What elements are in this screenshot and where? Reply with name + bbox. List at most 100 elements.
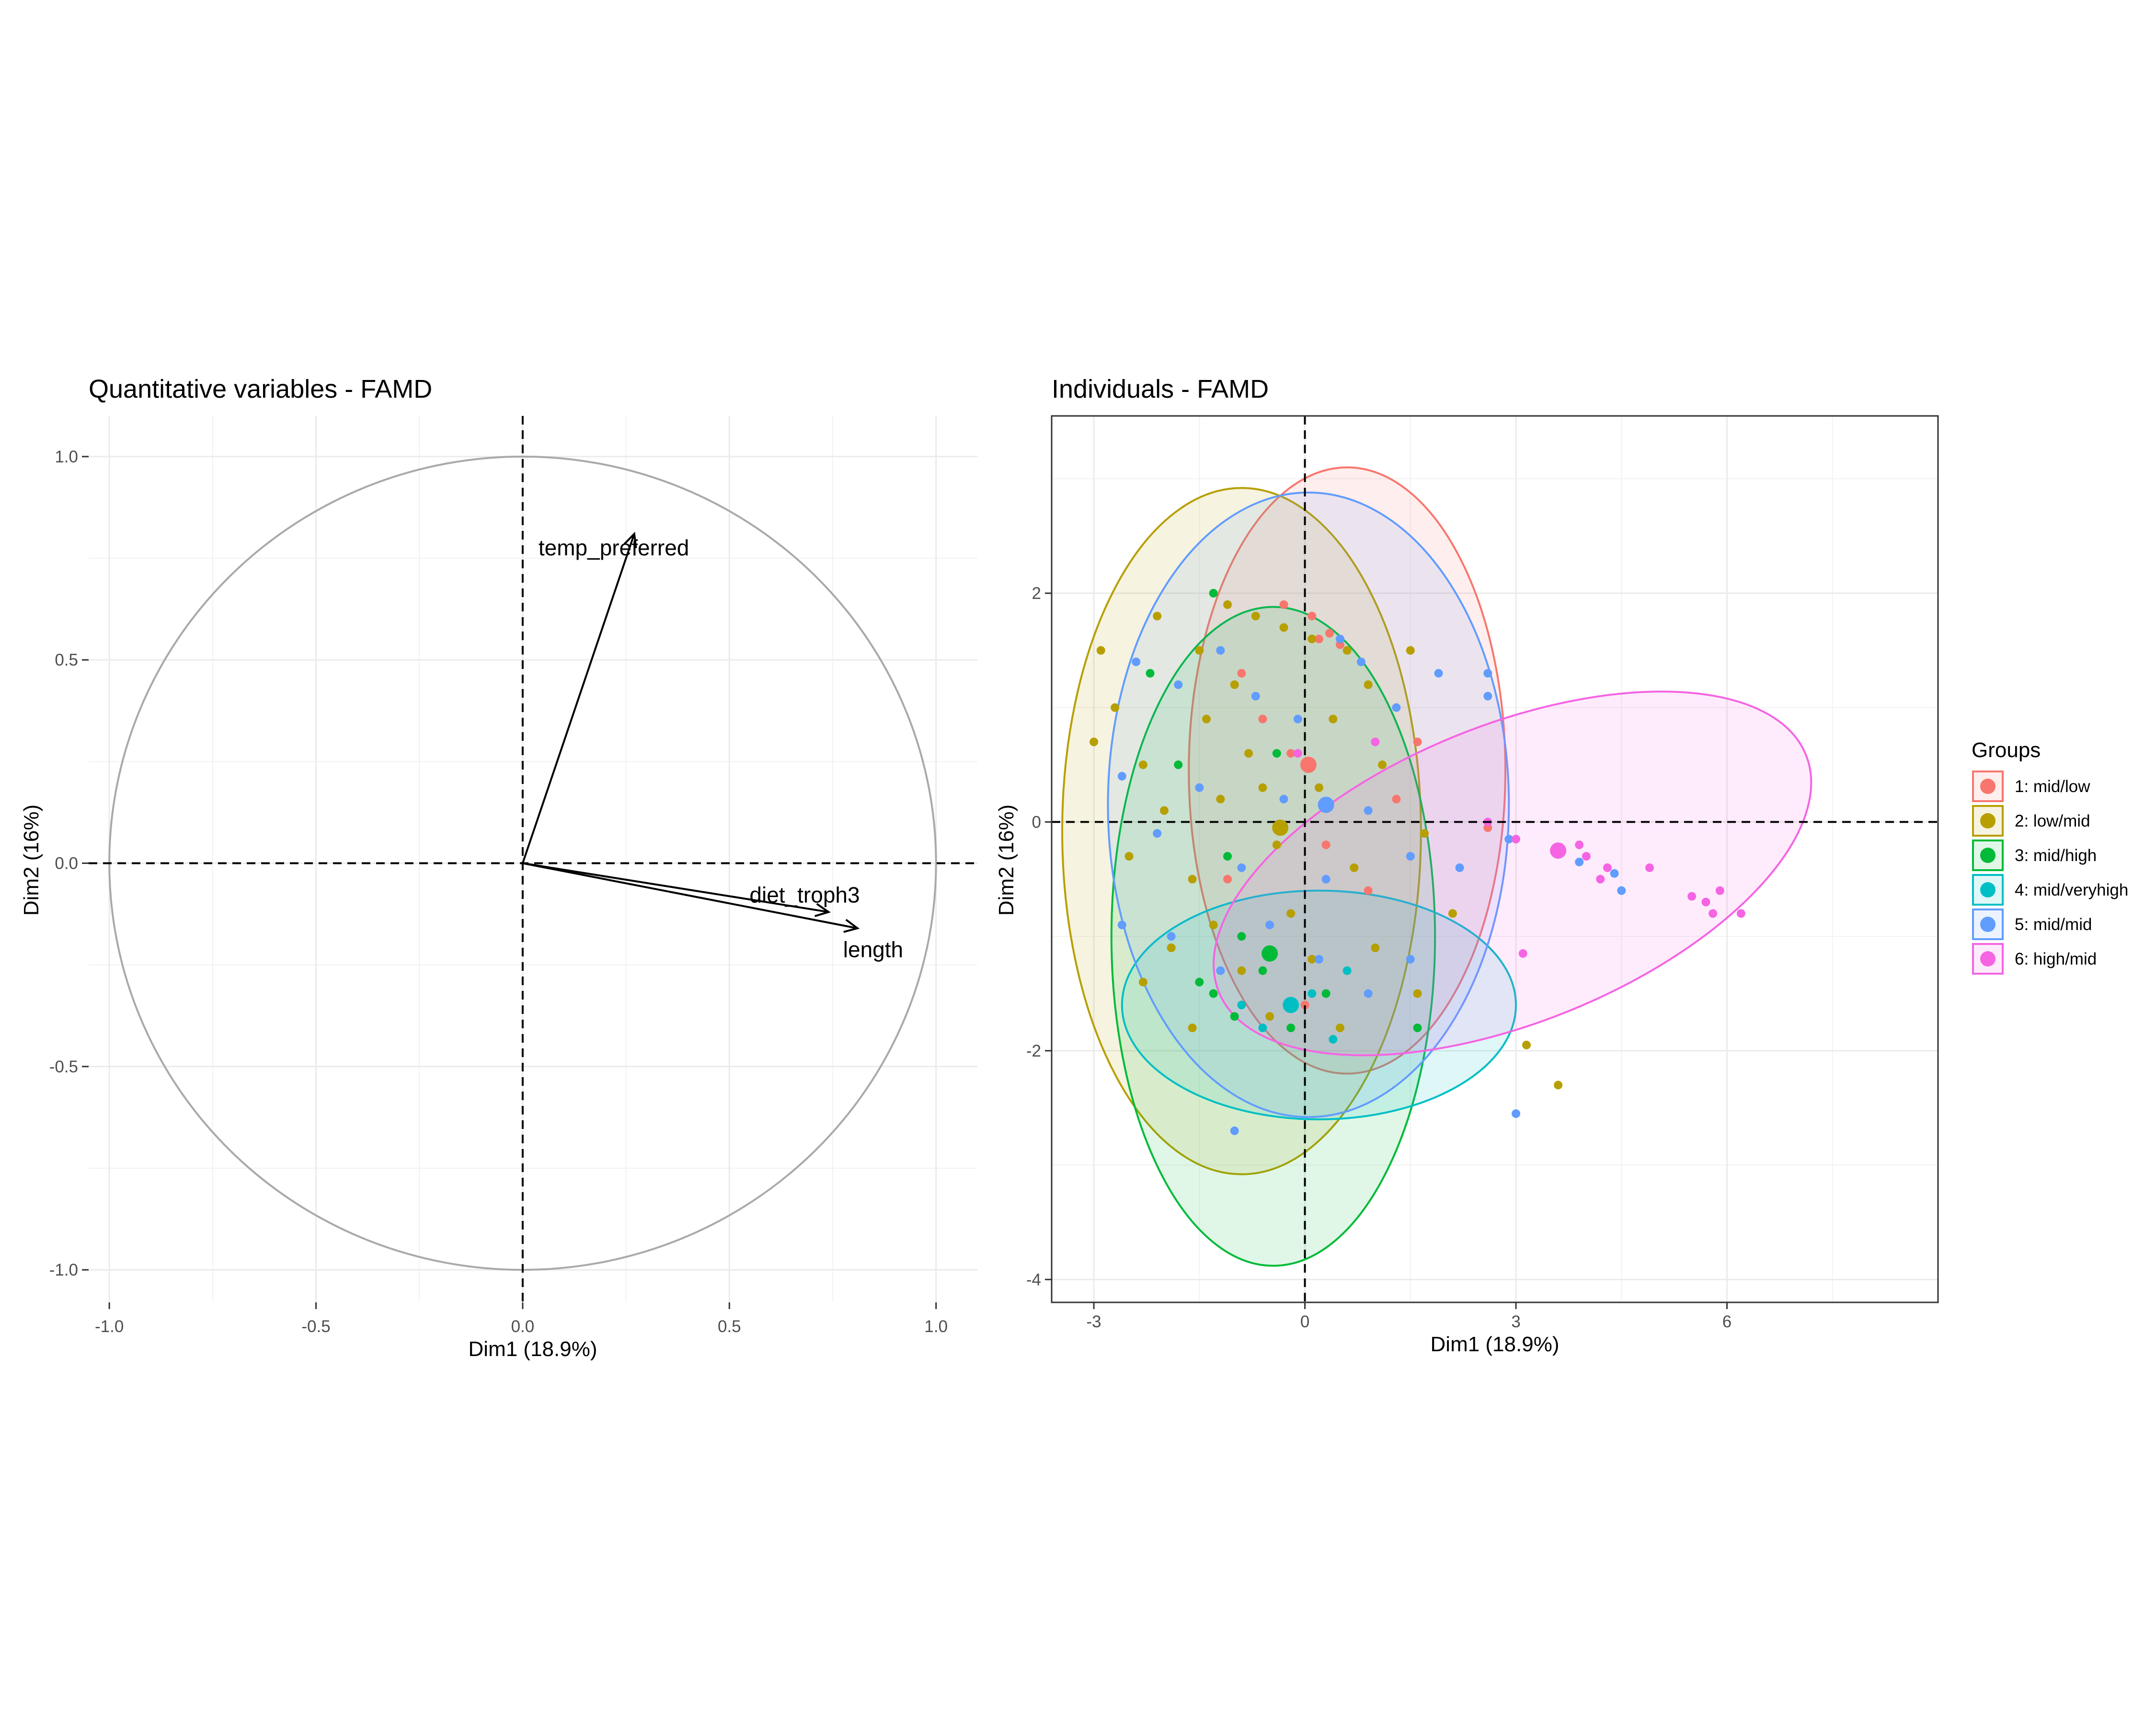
point-group-2 bbox=[1089, 737, 1099, 747]
point-group-6 bbox=[1645, 863, 1654, 872]
y-tick-label: 2 bbox=[1032, 584, 1041, 603]
point-group-5 bbox=[1335, 634, 1344, 644]
y-tick-label: -2 bbox=[1026, 1042, 1041, 1060]
point-group-5 bbox=[1392, 703, 1401, 712]
legend-key-dot bbox=[1980, 813, 1995, 828]
right-reference-lines bbox=[1052, 416, 1938, 1302]
legend-key-box bbox=[1972, 943, 2004, 975]
x-tick-label: -0.5 bbox=[301, 1317, 330, 1336]
point-group-2 bbox=[1111, 703, 1120, 712]
point-group-6 bbox=[1596, 874, 1605, 884]
legend-label: 1: mid/low bbox=[2015, 777, 2090, 796]
legend-key-dot bbox=[1980, 882, 1995, 897]
ellipse-group-3 bbox=[1110, 606, 1436, 1267]
point-group-5 bbox=[1610, 869, 1619, 878]
y-tick-label: 1.0 bbox=[55, 448, 78, 466]
vector-diet_troph3 bbox=[522, 862, 829, 913]
point-group-1 bbox=[1307, 611, 1317, 621]
point-group-3 bbox=[1230, 1012, 1239, 1021]
point-group-2 bbox=[1258, 783, 1267, 792]
point-group-6 bbox=[1293, 749, 1302, 758]
point-group-2 bbox=[1272, 840, 1281, 850]
centroid-group-4 bbox=[1283, 997, 1299, 1013]
point-group-3 bbox=[1413, 1024, 1422, 1033]
point-group-5 bbox=[1406, 954, 1415, 964]
point-group-1 bbox=[1223, 874, 1232, 884]
point-group-5 bbox=[1483, 669, 1492, 678]
point-group-6 bbox=[1687, 892, 1697, 901]
centroid-group-5 bbox=[1318, 796, 1334, 813]
point-group-3 bbox=[1272, 749, 1281, 758]
legend-key-box bbox=[1972, 908, 2004, 940]
point-group-2 bbox=[1265, 1012, 1274, 1021]
point-group-2 bbox=[1448, 909, 1457, 918]
point-group-2 bbox=[1314, 783, 1323, 792]
point-group-1 bbox=[1258, 714, 1267, 724]
point-group-2 bbox=[1420, 829, 1429, 838]
right-title: Individuals - FAMD bbox=[1052, 375, 1269, 403]
individuals-panel: Individuals - FAMD -3 0 3 6 -4 -2 0 2 Dim1 (18… bbox=[995, 375, 1939, 1356]
point-group-2 bbox=[1335, 1024, 1344, 1033]
point-group-5 bbox=[1132, 657, 1141, 667]
point-group-2 bbox=[1342, 646, 1352, 655]
point-group-3 bbox=[1286, 1024, 1296, 1033]
point-group-2 bbox=[1195, 646, 1204, 655]
point-group-3 bbox=[1209, 589, 1218, 598]
point-group-6 bbox=[1736, 909, 1745, 918]
legend: Groups 1: mid/low 2: low/mid 3: mid/high 4:… bbox=[1972, 738, 2128, 975]
point-group-3 bbox=[1223, 852, 1232, 861]
ellipse-group-4 bbox=[1121, 889, 1517, 1121]
legend-title: Groups bbox=[1972, 738, 2041, 762]
point-group-2 bbox=[1329, 714, 1338, 724]
point-group-2 bbox=[1378, 760, 1387, 770]
right-y-axis-label: Dim2 (16%) bbox=[995, 805, 1018, 916]
point-group-2 bbox=[1138, 978, 1147, 987]
point-group-2 bbox=[1153, 611, 1162, 621]
point-group-3 bbox=[1209, 989, 1218, 998]
x-tick-label: -1.0 bbox=[95, 1317, 124, 1336]
right-x-axis-label: Dim1 (18.9%) bbox=[1431, 1333, 1560, 1356]
point-group-2 bbox=[1209, 920, 1218, 930]
vector-arrowhead-length bbox=[843, 919, 860, 933]
point-group-5 bbox=[1117, 771, 1126, 781]
y-tick-label: -0.5 bbox=[49, 1058, 78, 1076]
point-group-1 bbox=[1314, 634, 1323, 644]
point-group-1 bbox=[1413, 737, 1422, 747]
legend-key-dot bbox=[1980, 848, 1995, 863]
centroid-group-3 bbox=[1261, 945, 1278, 962]
point-group-5 bbox=[1230, 1126, 1239, 1135]
point-group-5 bbox=[1293, 714, 1302, 724]
point-group-1 bbox=[1286, 749, 1296, 758]
individual-points bbox=[1089, 589, 1745, 1135]
y-tick-label: 0.5 bbox=[55, 651, 78, 669]
point-group-6 bbox=[1575, 840, 1584, 850]
legend-key-dot bbox=[1980, 951, 1995, 966]
point-group-6 bbox=[1582, 852, 1591, 861]
point-group-2 bbox=[1350, 863, 1359, 872]
point-group-5 bbox=[1174, 680, 1183, 689]
point-group-2 bbox=[1202, 714, 1211, 724]
y-tick-label: 0 bbox=[1032, 813, 1041, 831]
legend-label: 6: high/mid bbox=[2015, 950, 2097, 968]
point-group-2 bbox=[1244, 749, 1253, 758]
point-group-2 bbox=[1286, 909, 1296, 918]
point-group-3 bbox=[1174, 760, 1183, 770]
point-group-1 bbox=[1321, 840, 1330, 850]
point-group-6 bbox=[1603, 863, 1612, 872]
point-group-6 bbox=[1518, 949, 1527, 958]
right-y-ticks: -4 -2 0 2 bbox=[1026, 584, 1052, 1289]
point-group-5 bbox=[1117, 920, 1126, 930]
centroid-group-1 bbox=[1300, 757, 1317, 773]
vector-arrowhead-diet_troph3 bbox=[814, 903, 831, 917]
x-tick-label: 0.0 bbox=[511, 1317, 535, 1336]
point-group-3 bbox=[1258, 966, 1267, 975]
right-x-ticks: -3 0 3 6 bbox=[1087, 1302, 1732, 1331]
centroid-group-6 bbox=[1550, 842, 1567, 859]
point-group-5 bbox=[1216, 646, 1225, 655]
point-group-5 bbox=[1504, 835, 1514, 844]
vector-label-temp_preferred: temp_preferred bbox=[539, 535, 689, 560]
x-tick-label: 6 bbox=[1722, 1312, 1732, 1331]
point-group-6 bbox=[1371, 737, 1380, 747]
vector-temp_preferred bbox=[522, 533, 635, 864]
